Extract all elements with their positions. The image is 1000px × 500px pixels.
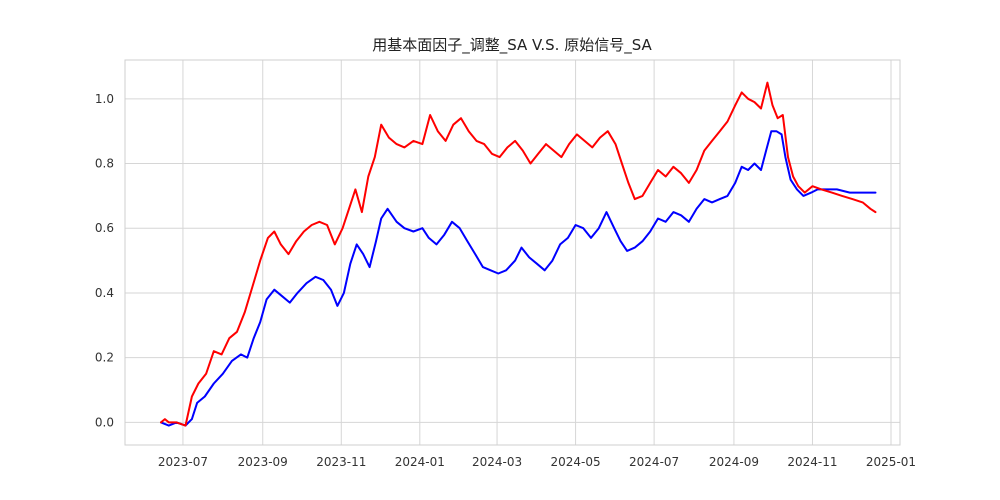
chart-title: 用基本面因子_调整_SA V.S. 原始信号_SA bbox=[372, 36, 652, 55]
x-tick-label: 2024-07 bbox=[629, 455, 679, 469]
x-axis-ticks: 2023-07 2023-09 2023-11 2024-01 2024-03 2024-… bbox=[158, 455, 916, 469]
plot-area-frame bbox=[124, 59, 901, 446]
x-tick-label: 2023-07 bbox=[158, 455, 208, 469]
series-line-1 bbox=[160, 130, 877, 427]
x-tick-label: 2023-09 bbox=[238, 455, 288, 469]
grid bbox=[125, 60, 900, 445]
series-group bbox=[160, 81, 877, 427]
x-tick-label: 2024-11 bbox=[787, 455, 837, 469]
y-tick-label: 0.8 bbox=[95, 157, 114, 171]
x-tick-label: 2024-03 bbox=[472, 455, 522, 469]
y-tick-label: 0.2 bbox=[95, 351, 114, 365]
x-tick-label: 2024-09 bbox=[709, 455, 759, 469]
x-tick-label: 2025-01 bbox=[866, 455, 916, 469]
y-tick-label: 0.4 bbox=[95, 286, 114, 300]
y-tick-label: 0.0 bbox=[95, 415, 114, 429]
y-tick-label: 0.6 bbox=[95, 221, 114, 235]
y-axis-ticks: 0.0 0.2 0.4 0.6 0.8 1.0 bbox=[95, 92, 114, 430]
series-line-2 bbox=[160, 81, 877, 427]
x-tick-label: 2024-05 bbox=[551, 455, 601, 469]
x-tick-label: 2024-01 bbox=[395, 455, 445, 469]
y-tick-label: 1.0 bbox=[95, 92, 114, 106]
x-tick-label: 2023-11 bbox=[316, 455, 366, 469]
